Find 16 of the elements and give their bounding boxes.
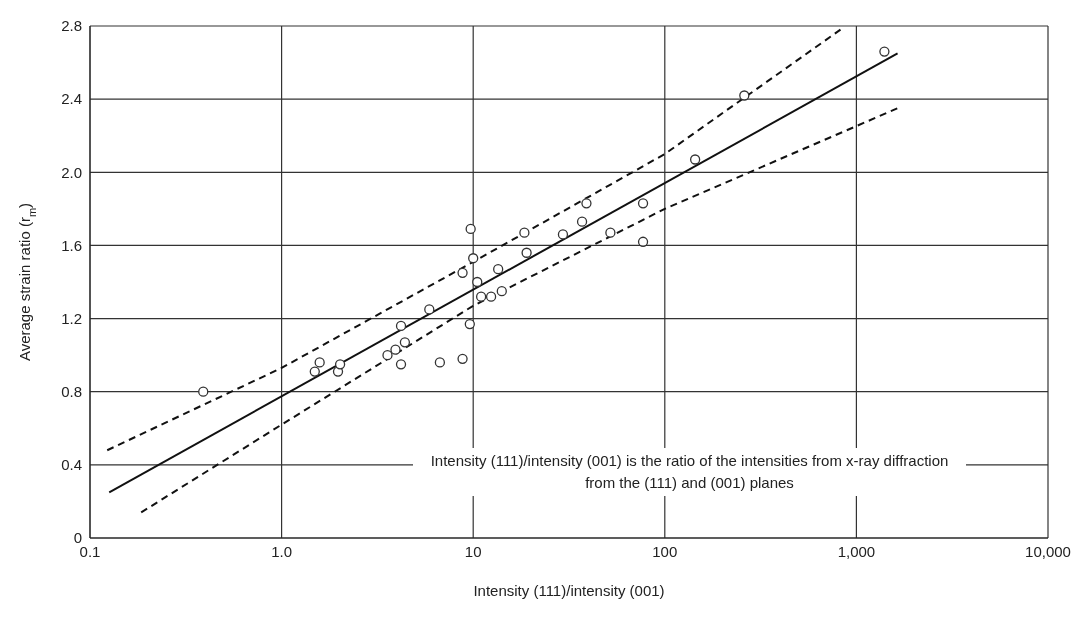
y-tick-label: 2.0 [61,163,82,181]
y-tick-label: 2.8 [61,17,82,35]
x-tick-label: 1,000 [837,542,876,560]
x-tick-label: 10 [464,542,482,560]
y-tick-label: 0.8 [61,383,82,401]
y-tick-label: 0.4 [61,456,82,474]
y-tick-label: 1.2 [61,309,82,327]
y-tick-label: 0 [73,529,82,547]
y-tick-label: 2.4 [61,90,82,108]
x-tick-label: 1.0 [271,542,293,560]
x-tick-label: 10,000 [1025,542,1071,560]
annotation: Intensity (111)/intensity (001) is the ratio of the intensities from x-ray diffraction from the (111) and (001) planes [413,448,966,496]
y-tick-label: 1.6 [61,236,82,254]
x-tick-label: 100 [652,542,678,560]
x-axis-title: Intensity (111)/intensity (001) [473,582,665,599]
x-tick-label: 0.1 [79,542,101,560]
